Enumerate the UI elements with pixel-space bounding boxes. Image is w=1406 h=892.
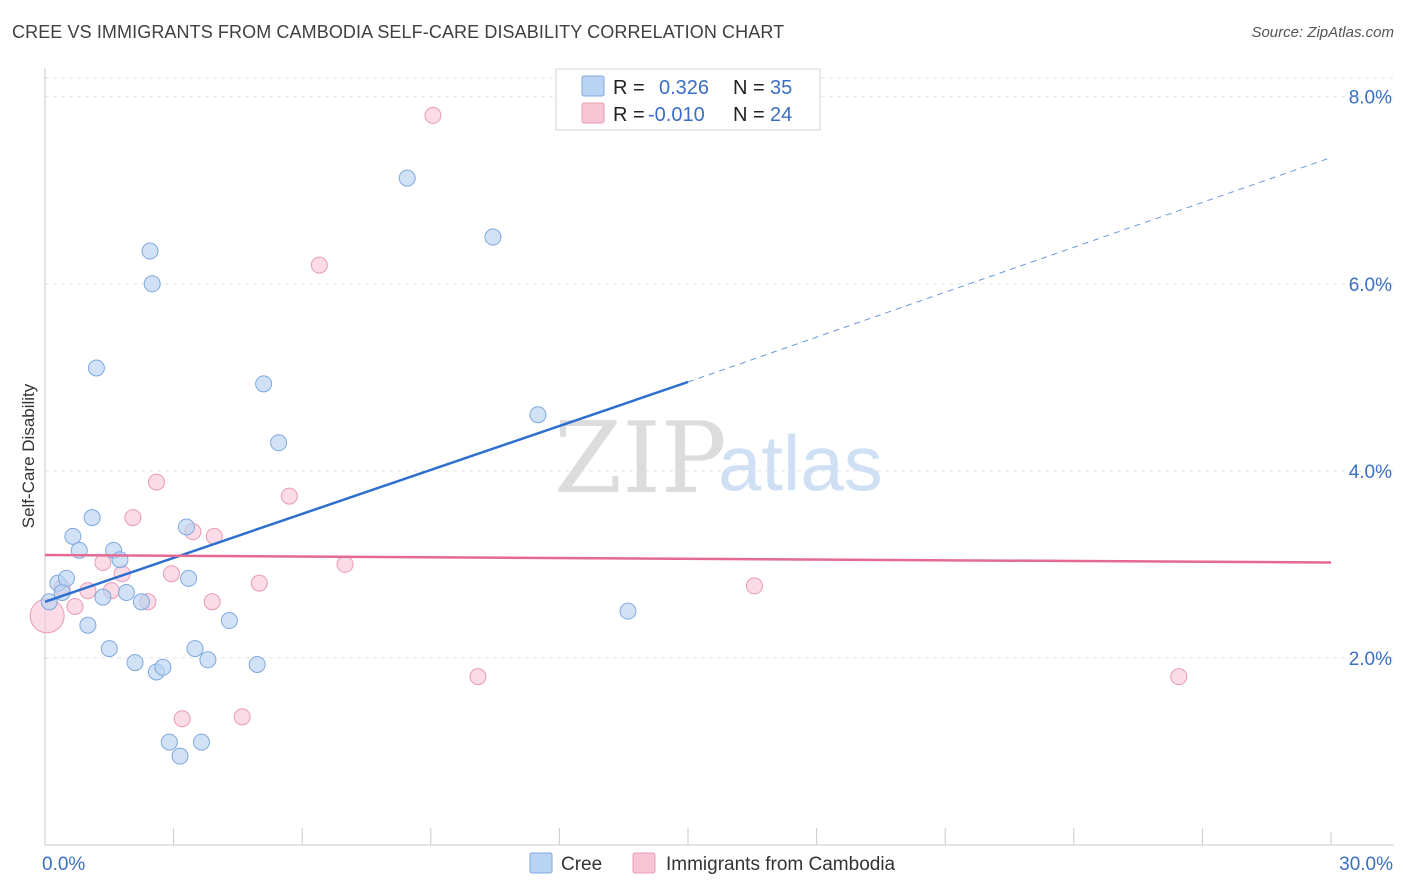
source-credit: Source: ZipAtlas.com [1251,24,1394,41]
legend-swatch-cree [581,75,605,97]
cree-point-3 [57,569,75,587]
y-tick-label-1: 4.0% [1349,462,1392,483]
cree-point-19 [154,658,172,676]
legend-r-value-cambodia: -0.010 [648,104,705,126]
cree-point-17 [143,275,161,293]
legend-r-value-cree: 0.326 [659,77,709,99]
cree-point-12 [111,551,129,569]
cambodia-point-7 [124,509,142,527]
cambodia-point-21 [469,668,487,686]
axes [44,68,1394,846]
cambodia-point-9 [147,473,165,491]
cree-point-25 [192,733,210,751]
cree-point-8 [87,359,105,377]
cree-points [40,169,637,765]
cree-point-32 [484,228,502,246]
y-tick-label-0: 2.0% [1349,649,1392,670]
cree-point-13 [117,583,135,601]
series-legend-label-cree: Cree [561,854,602,875]
series-legend-swatch-cree [529,852,553,874]
grid-lines [45,77,1394,659]
cree-point-14 [126,654,144,672]
cambodia-point-23 [1170,668,1188,686]
cambodia-point-13 [203,593,221,611]
cambodia-point-11 [173,710,191,728]
cree-point-15 [132,593,150,611]
cree-point-31 [398,169,416,187]
cambodia-point-22 [745,577,763,595]
legend-n-label-cree: N = [733,77,765,99]
watermark: ZIP atlas [554,402,883,516]
legend-swatch-cambodia [581,102,605,124]
cambodia-point-2 [66,597,84,615]
legend-n-value-cambodia: 24 [770,104,792,126]
cree-point-7 [83,509,101,527]
cree-point-24 [186,640,204,658]
y-axis-label: Self-Care Disability [19,383,38,528]
stats-legend: R = 0.326 N = 35 R = -0.010 N = 24 [555,68,821,131]
x-tick-labels: 0.0% 30.0% [42,854,1393,875]
x-tick-label-1: 30.0% [1339,854,1393,875]
cree-point-30 [270,434,288,452]
watermark-zip: ZIP [554,402,727,516]
trend-lines [44,157,1332,603]
cree-point-21 [171,747,189,765]
cambodia-point-18 [310,256,328,274]
cree-point-23 [180,569,198,587]
legend-n-value-cree: 35 [770,77,792,99]
y-tick-label-3: 8.0% [1349,88,1392,109]
cambodia-point-19 [336,555,354,573]
x-tick-label-0: 0.0% [42,854,85,875]
cambodia-point-17 [280,487,298,505]
cree-point-33 [529,406,547,424]
cree-point-20 [160,733,178,751]
cree-point-4 [64,527,82,545]
legend-r-label-cambodia: R = [613,104,645,126]
cree-point-28 [248,655,266,673]
series-legend-swatch-cambodia [632,852,656,874]
chart-title: CREE VS IMMIGRANTS FROM CAMBODIA SELF-CA… [12,22,785,42]
y-tick-labels: 2.0% 4.0% 6.0% 8.0% [1349,88,1392,670]
cree-point-22 [177,518,195,536]
y-tick-label-2: 6.0% [1349,275,1392,296]
cambodia-trend-line [44,553,1332,564]
series-legend-label-cambodia: Immigrants from Cambodia [666,854,896,875]
cree-point-9 [94,588,112,606]
cree-trend-extension [687,157,1332,383]
cree-point-26 [199,651,217,669]
cree-point-34 [619,602,637,620]
cree-point-16 [141,242,159,260]
cree-trend-line [44,380,689,603]
series-legend: Cree Immigrants from Cambodia [529,852,896,875]
cambodia-point-16 [250,574,268,592]
cambodia-point-10 [162,565,180,583]
legend-r-label-cree: R = [613,77,645,99]
cree-point-29 [255,375,273,393]
cree-point-27 [220,612,238,630]
cambodia-point-20 [424,106,442,124]
cree-point-10 [100,640,118,658]
watermark-atlas: atlas [718,419,883,507]
cree-point-6 [79,616,97,634]
legend-n-label-cambodia: N = [733,104,765,126]
cambodia-point-15 [233,708,251,726]
